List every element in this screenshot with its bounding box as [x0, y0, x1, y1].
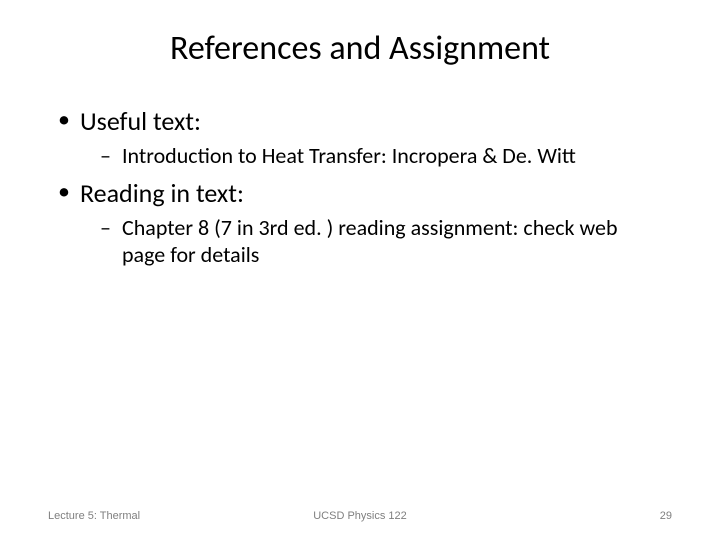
slide-number: 29 — [660, 510, 672, 522]
bullet-list: Useful text: Introduction to Heat Transf… — [56, 105, 664, 268]
slide-footer: Lecture 5: Thermal UCSD Physics 122 29 — [0, 510, 720, 522]
sub-bullet-item: Chapter 8 (7 in 3rd ed. ) reading assign… — [100, 215, 664, 268]
sub-bullet-list: Chapter 8 (7 in 3rd ed. ) reading assign… — [100, 215, 664, 268]
slide-title: References and Assignment — [0, 28, 720, 69]
bullet-item: Useful text: Introduction to Heat Transf… — [56, 105, 664, 169]
slide-content: Useful text: Introduction to Heat Transf… — [0, 105, 720, 268]
bullet-label: Useful text: — [80, 105, 201, 137]
sub-bullet-list: Introduction to Heat Transfer: Incropera… — [100, 143, 664, 169]
sub-bullet-item: Introduction to Heat Transfer: Incropera… — [100, 143, 664, 169]
slide: References and Assignment Useful text: I… — [0, 0, 720, 540]
footer-left: Lecture 5: Thermal — [48, 510, 140, 522]
footer-center: UCSD Physics 122 — [313, 510, 407, 522]
bullet-label: Reading in text: — [80, 177, 244, 209]
bullet-item: Reading in text: Chapter 8 (7 in 3rd ed.… — [56, 177, 664, 268]
